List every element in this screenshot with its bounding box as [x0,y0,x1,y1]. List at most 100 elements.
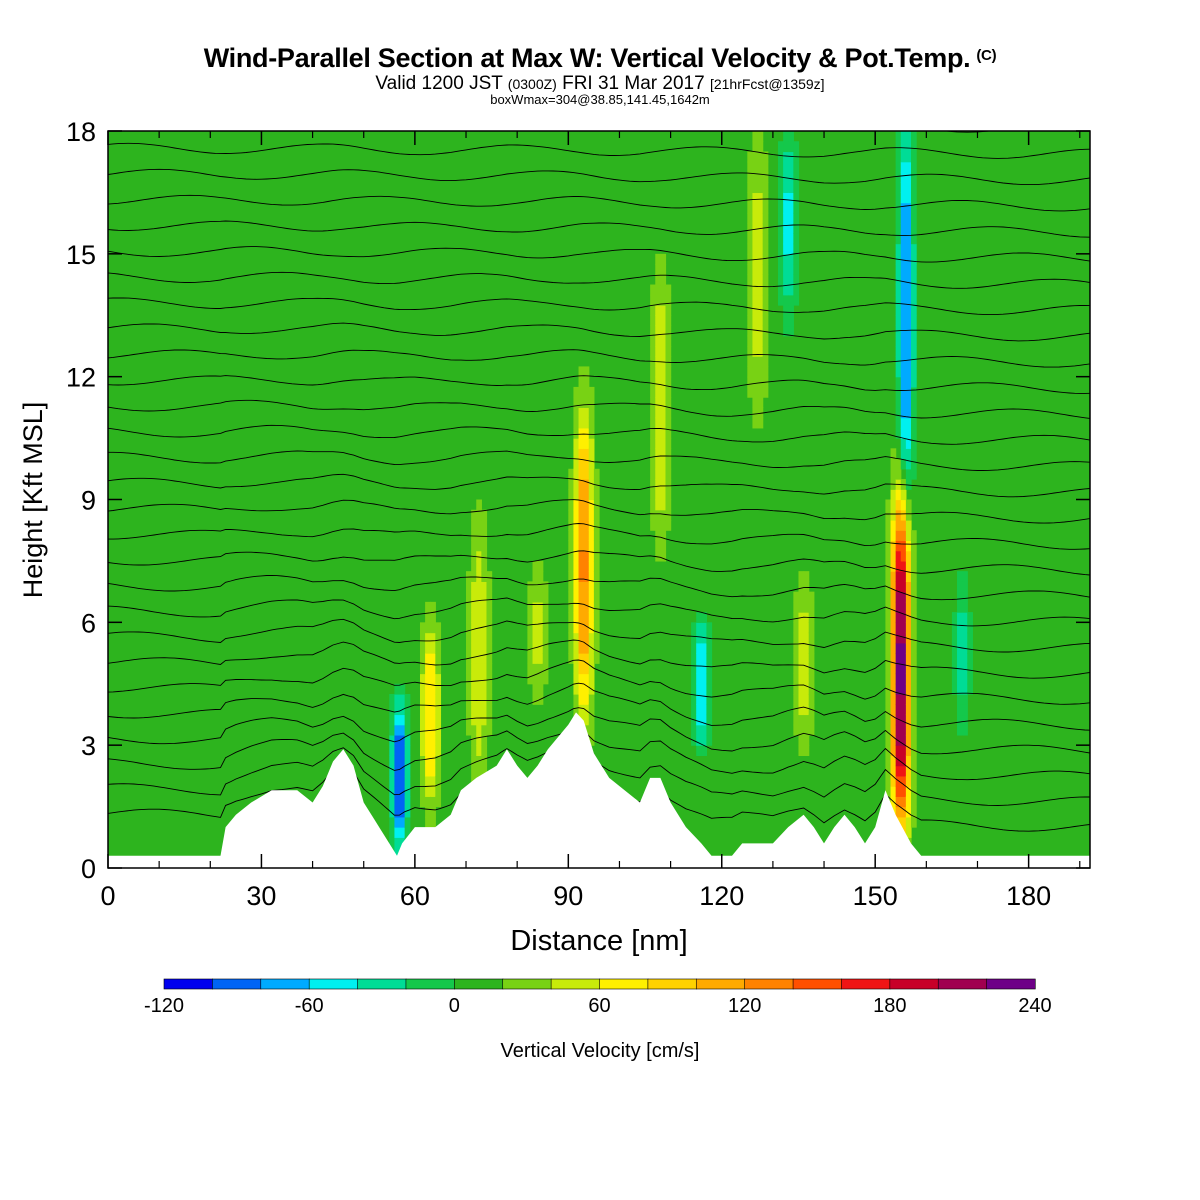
velocity-cell [430,663,436,675]
velocity-cell [890,642,897,654]
velocity-cell [578,376,585,388]
velocity-cell [808,642,815,654]
velocity-cell [425,806,431,818]
velocity-cell [803,734,810,746]
velocity-cell [568,642,575,654]
valid-time: Valid 1200 JST [375,73,503,94]
velocity-cell [466,581,472,593]
velocity-cell [895,642,902,654]
x-tick-label: 120 [699,881,744,911]
velocity-cell [905,827,912,838]
velocity-cell [486,653,493,664]
velocity-cell [900,653,907,664]
velocity-cell [573,693,580,705]
velocity-cell [803,724,810,736]
velocity-cell [660,345,667,357]
velocity-cell [471,704,477,716]
velocity-cell [466,724,472,736]
velocity-cell [757,182,764,194]
velocity-cell [900,816,907,828]
velocity-cell [905,284,912,296]
velocity-cell [910,632,917,644]
velocity-cell [578,438,585,449]
velocity-cell [425,765,431,777]
velocity-cell [466,683,472,695]
velocity-cell [568,571,575,582]
velocity-cell [573,397,580,408]
velocity-cell [394,827,401,838]
velocity-cell [476,509,482,521]
velocity-cell [798,642,805,654]
velocity-cell [895,786,902,797]
velocity-cell [752,131,759,142]
velocity-cell [389,734,396,746]
velocity-cell [573,509,580,521]
velocity-cell [691,653,697,664]
velocity-cell [798,571,805,582]
velocity-cell [481,745,488,757]
velocity-cell [895,806,902,818]
velocity-cell [910,386,917,398]
velocity-cell [895,571,902,582]
velocity-cell [962,663,968,675]
velocity-cell [910,560,917,572]
velocity-cell [593,571,600,582]
velocity-cell [425,683,431,695]
velocity-cell [905,386,912,398]
velocity-cell [665,519,672,531]
velocity-cell [895,519,902,531]
velocity-cell [762,264,769,275]
velocity-cell [957,642,963,654]
velocity-cell [476,673,482,685]
velocity-cell [762,233,769,245]
velocity-cell [957,704,963,716]
velocity-cell [430,673,436,685]
velocity-cell [910,376,917,388]
velocity-cell [895,499,902,511]
velocity-cell [895,397,902,408]
velocity-cell [798,632,805,644]
colorbar-tick-label: 60 [588,995,610,1017]
velocity-cell [706,714,713,726]
theta-contour [108,618,1090,653]
velocity-cell [573,499,580,511]
velocity-cell [573,560,580,572]
velocity-cell [798,704,805,716]
velocity-cell [778,233,784,245]
velocity-cell [430,745,436,757]
velocity-cell [532,591,539,603]
velocity-cell [900,530,907,542]
velocity-cell [399,765,406,777]
velocity-cell [471,540,477,552]
velocity-cell [394,755,401,767]
velocity-cell [900,243,907,255]
velocity-cell [905,243,912,255]
velocity-cell [568,550,575,562]
velocity-cell [747,171,754,183]
velocity-cell [466,571,472,582]
velocity-cell [905,182,912,194]
velocity-cell [783,325,789,337]
velocity-cell [905,458,912,470]
velocity-cell [788,171,794,183]
velocity-cell [476,581,482,593]
velocity-cell [885,612,892,623]
velocity-cell [890,519,897,531]
velocity-cell [885,571,892,582]
velocity-cell [573,427,580,439]
velocity-cell [900,284,907,296]
velocity-cell [757,151,764,163]
velocity-cell [895,356,902,368]
velocity-cell [905,468,912,480]
velocity-cell [419,745,426,757]
velocity-cell [967,663,973,675]
velocity-cell [655,284,661,296]
velocity-cell [650,499,656,511]
velocity-cell [435,765,442,777]
velocity-cell [394,847,401,859]
velocity-cell [650,366,656,378]
velocity-cell [394,745,401,757]
velocity-cell [650,315,656,327]
velocity-cell [430,765,436,777]
velocity-cell [900,458,907,470]
